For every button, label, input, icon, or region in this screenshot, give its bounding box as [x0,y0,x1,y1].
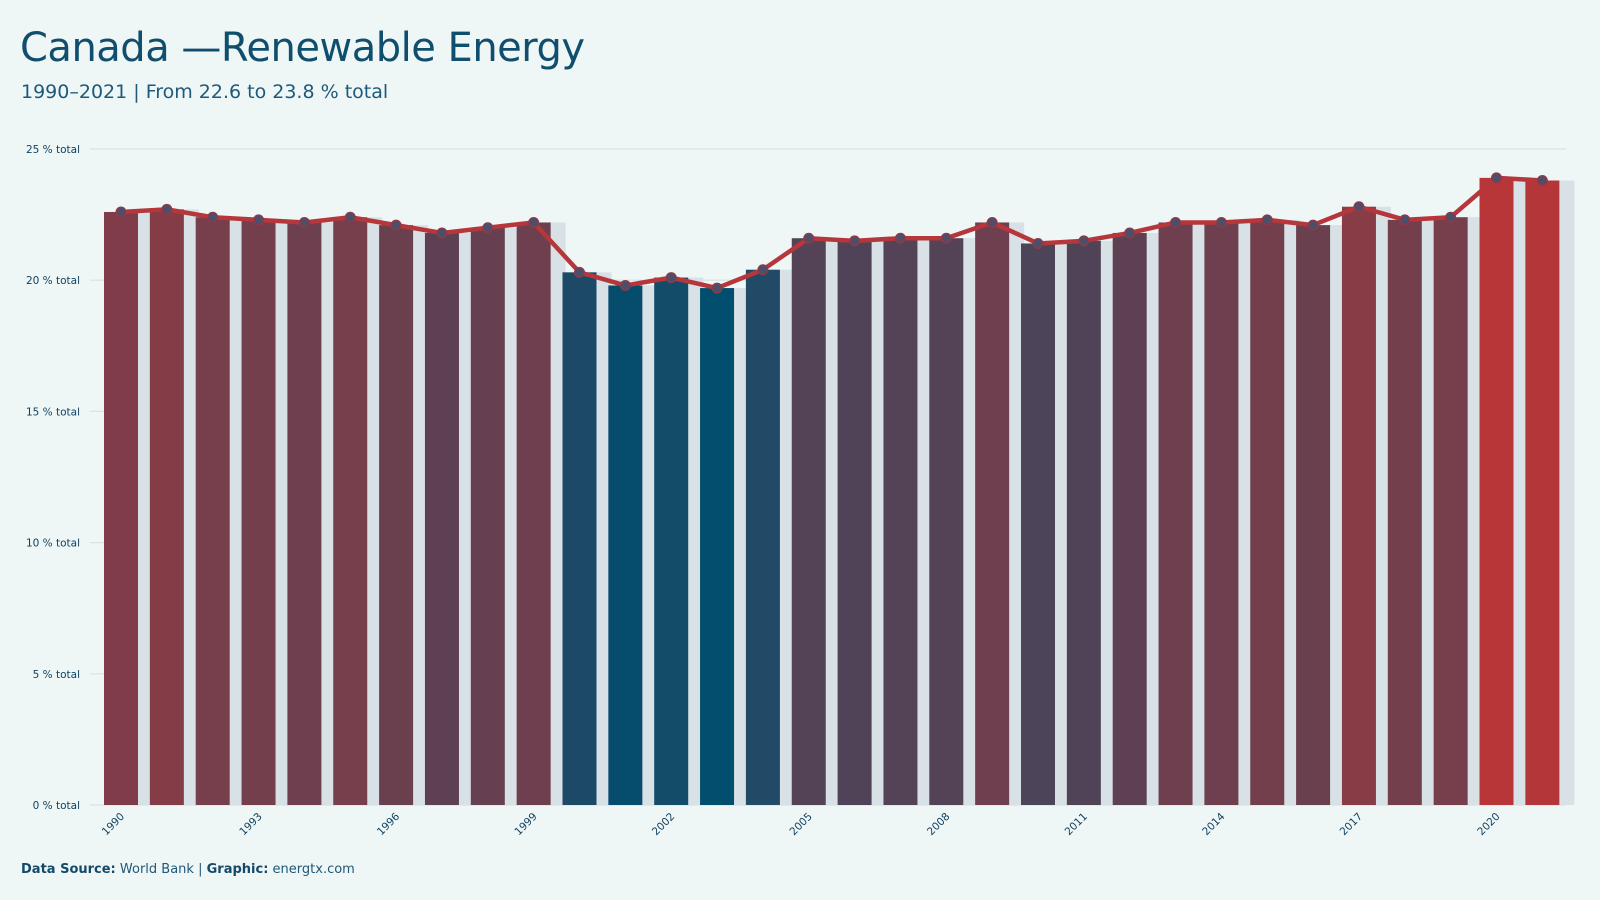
data-point [482,222,494,234]
data-point [298,216,310,228]
bar [1525,180,1560,805]
bar [837,240,872,806]
data-point [1261,214,1273,226]
graphic-value: energtx.com [272,862,355,877]
bar [1479,177,1514,805]
bar [287,222,322,806]
data-point [757,264,769,276]
bar [424,232,459,805]
bars [104,177,1560,806]
bar [470,227,505,806]
bar [1433,217,1468,805]
bar [1387,219,1422,805]
data-point [711,282,723,294]
bar [149,209,184,806]
data-point [803,232,815,244]
x-tick-label: 2020 [1475,811,1502,838]
bar [883,238,918,805]
data-point [1078,235,1090,247]
bar [379,225,414,805]
data-point [1445,211,1457,223]
bar [562,272,597,805]
bar [975,222,1010,806]
source-label: Data Source: [21,862,116,877]
bar [1021,243,1055,806]
data-point [1399,214,1411,226]
x-tick-label: 2014 [1200,810,1228,838]
y-tick-label: 5 % total [33,669,80,681]
y-tick-label: 20 % total [26,275,80,287]
bar [104,211,138,805]
bar [700,288,735,805]
footer-separator: | [198,862,203,877]
x-tick-label: 1993 [237,811,264,838]
data-point [1353,201,1365,213]
bar [241,219,276,805]
x-tick-label: 2017 [1338,811,1365,838]
x-tick-label: 2008 [925,811,952,838]
data-point [207,211,219,223]
data-point [161,203,173,215]
bar [333,217,368,805]
graphic-label: Graphic: [206,862,269,877]
data-point [528,216,540,228]
data-point [665,272,677,284]
data-point [619,279,631,291]
x-tick-label: 1996 [375,810,403,838]
bar [1158,222,1193,806]
data-point [436,227,448,239]
x-tick-label: 1999 [512,811,539,838]
bar [1066,240,1101,806]
bar [1112,232,1147,805]
data-point [1307,219,1319,231]
bar [654,277,689,805]
data-point [1536,174,1548,186]
bar [516,222,551,806]
bar [1250,219,1285,805]
data-point [894,232,906,244]
chart-subtitle: 1990–2021 | From 22.6 to 23.8 % total [21,81,389,103]
x-tick-label: 2002 [650,811,677,838]
points [115,172,1548,294]
bar [791,238,826,805]
data-point [986,216,998,228]
data-point [574,266,586,278]
bar [745,269,780,806]
data-point [390,219,402,231]
series-line [118,175,1545,291]
data-point [1215,216,1227,228]
x-tick-label: 1990 [100,811,127,838]
x-axis-labels: 1990 1993 1996 1999 2002 2005 2008 2011 2014 2017… [100,810,1503,838]
bar [1204,222,1239,806]
y-tick-label: 15 % total [26,406,80,418]
y-tick-label: 0 % total [33,800,80,812]
data-point [849,235,861,247]
x-tick-label: 2005 [787,811,814,838]
data-point [1170,216,1182,228]
bar [929,238,964,805]
bar [608,285,643,805]
y-axis-labels: 0 % total 5 % total 10 % total 15 % total 20… [26,144,80,812]
bar [1296,225,1331,805]
source-value: World Bank [119,862,194,877]
bar [195,217,230,805]
data-point [115,206,127,218]
data-point [344,211,356,223]
data-point [253,214,265,226]
data-point [1124,227,1136,239]
chart-footer: Data Source: World Bank | Graphic: energ… [21,861,355,879]
y-tick-label: 10 % total [26,538,80,550]
bar [1341,206,1376,805]
data-point [940,232,952,244]
y-tick-label: 25 % total [26,144,80,156]
trend-line [118,175,1545,291]
data-point [1490,172,1502,184]
chart-title: Canada —Renewable Energy [20,25,585,71]
data-point [1032,237,1044,249]
x-tick-label: 2011 [1063,811,1090,838]
